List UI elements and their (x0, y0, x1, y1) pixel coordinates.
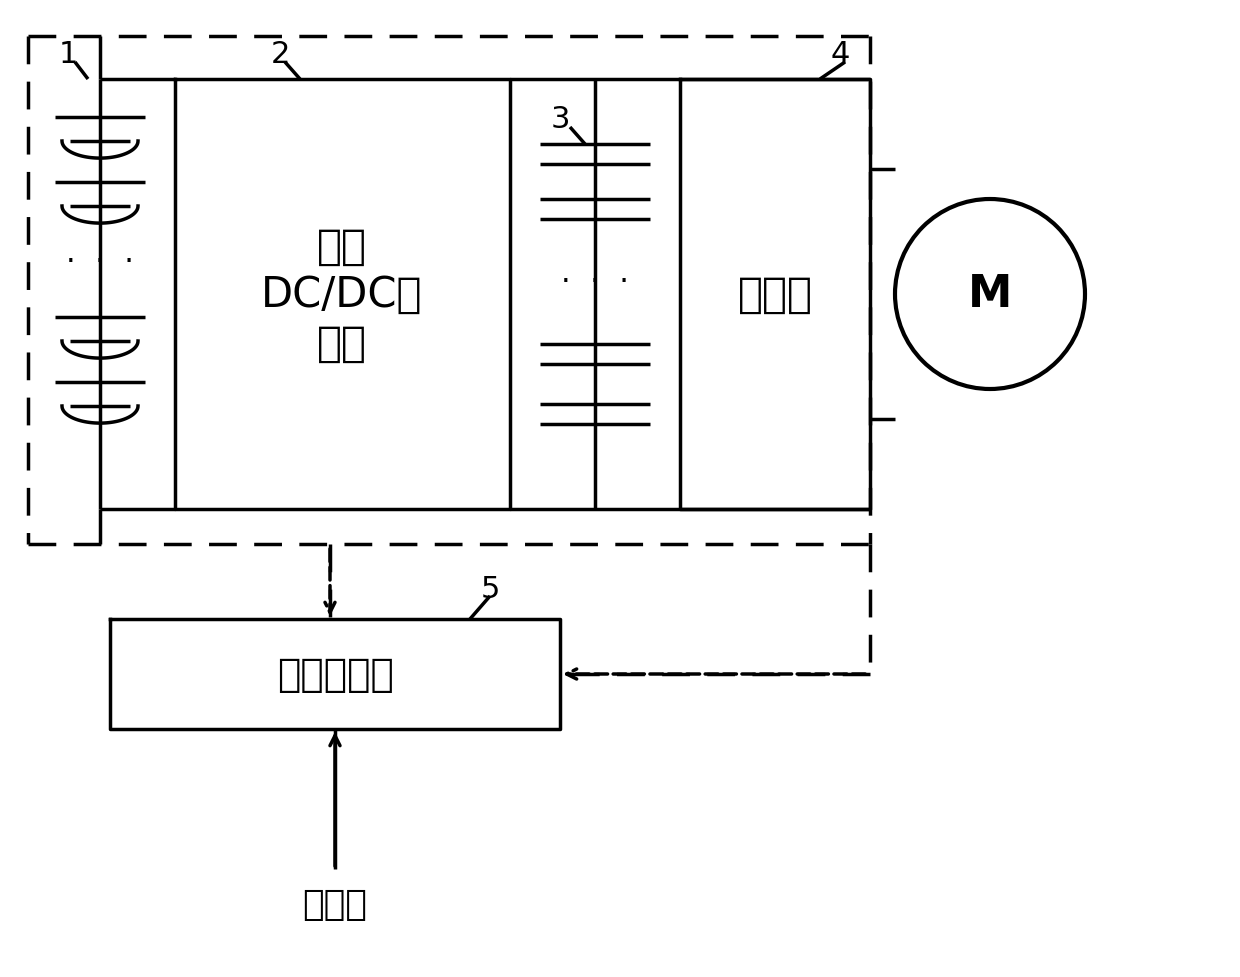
Text: 双向
DC/DC变
换器: 双向 DC/DC变 换器 (262, 225, 423, 364)
Text: 传感器: 传感器 (303, 887, 367, 921)
Text: 2: 2 (270, 40, 290, 69)
Text: 3: 3 (551, 106, 569, 135)
Text: 4: 4 (831, 40, 849, 69)
Text: 1: 1 (58, 40, 78, 69)
Text: 整车控制器: 整车控制器 (277, 656, 393, 694)
Text: ·  ·  ·: · · · (560, 269, 629, 297)
Text: M: M (967, 274, 1012, 317)
Text: ·  ·  ·: · · · (66, 248, 134, 277)
Text: 逆变器: 逆变器 (738, 274, 812, 316)
Text: 5: 5 (480, 574, 500, 604)
